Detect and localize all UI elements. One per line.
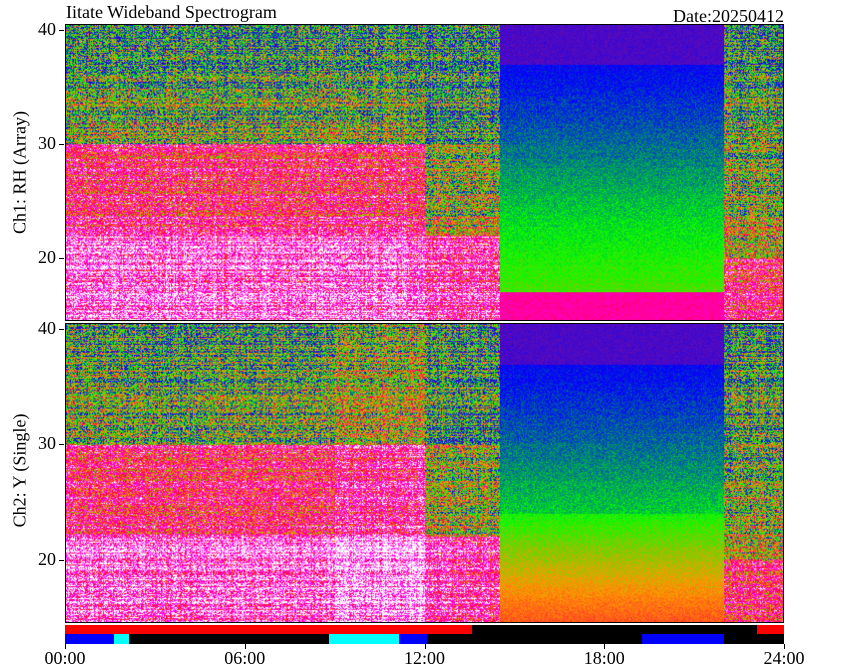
y-tick-label: 40 bbox=[38, 317, 56, 338]
status-bar-segment bbox=[114, 634, 130, 644]
y-tick-label: 20 bbox=[38, 548, 56, 569]
status-bar-segment bbox=[472, 625, 758, 634]
x-tick-mark bbox=[65, 644, 66, 649]
y-tick-mark bbox=[59, 29, 64, 31]
status-bar-segment bbox=[65, 625, 473, 634]
x-tick-label: 12:00 bbox=[403, 648, 445, 668]
y-tick-mark bbox=[59, 328, 64, 330]
y-tick-label: 20 bbox=[38, 247, 56, 268]
status-bar-segment bbox=[65, 634, 115, 644]
status-bar-segment bbox=[757, 625, 784, 634]
status-bar-segment bbox=[641, 634, 725, 644]
y-tick-label: 30 bbox=[38, 132, 56, 153]
y-tick-mark bbox=[59, 258, 64, 260]
y-tick-mark bbox=[59, 444, 64, 446]
x-tick-mark bbox=[424, 644, 426, 649]
x-tick-label: 00:00 bbox=[44, 648, 86, 668]
x-tick-mark bbox=[604, 644, 606, 649]
status-bar-segment bbox=[427, 634, 642, 644]
y-tick-label: 40 bbox=[38, 18, 56, 39]
y-tick-mark bbox=[59, 143, 64, 145]
x-tick-label: 24:00 bbox=[763, 648, 805, 668]
chart-title: Iitate Wideband Spectrogram bbox=[66, 2, 277, 22]
y-tick-label: 30 bbox=[38, 433, 56, 454]
date-label: Date:20250412 bbox=[673, 6, 784, 26]
y-tick-mark bbox=[59, 559, 64, 561]
spectrogram-panel-ch2 bbox=[65, 323, 784, 623]
x-tick-mark bbox=[784, 644, 785, 649]
spectrogram-panel-ch1 bbox=[65, 24, 784, 321]
x-tick-mark bbox=[244, 644, 246, 649]
x-tick-label: 18:00 bbox=[583, 648, 625, 668]
status-bar-segment bbox=[724, 634, 784, 644]
status-bar-segment bbox=[399, 634, 428, 644]
status-bar-segment bbox=[129, 634, 329, 644]
status-bar-segment bbox=[328, 634, 400, 644]
x-tick-label: 06:00 bbox=[224, 648, 266, 668]
